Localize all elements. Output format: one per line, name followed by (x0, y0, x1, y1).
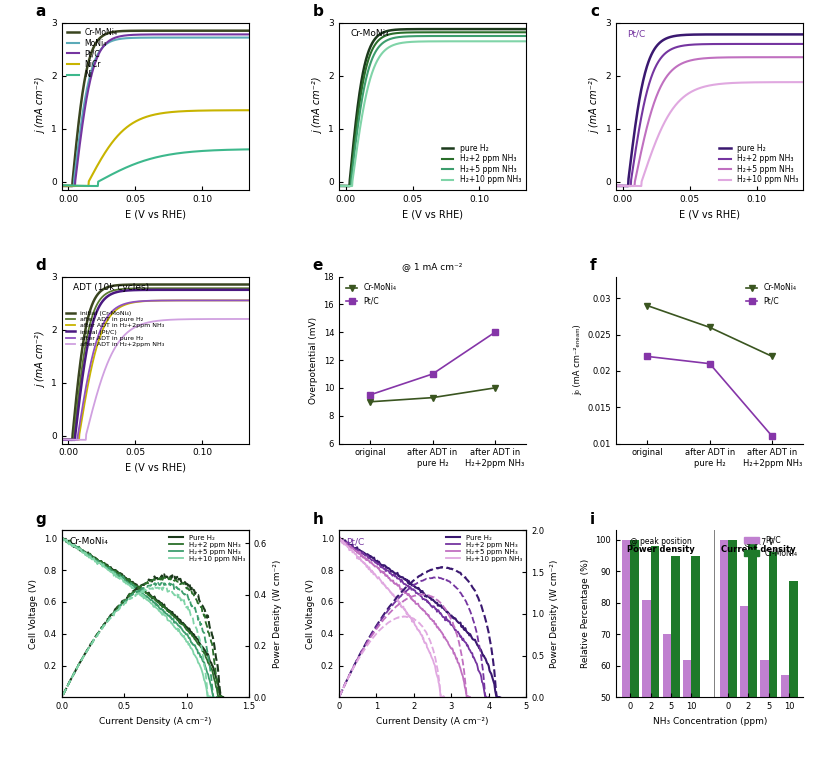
Y-axis label: Overpotential (mV): Overpotential (mV) (309, 317, 318, 403)
Bar (780, 675, 789, 758)
Legend: initial (Cr-MoNi₄), after ADT in pure H₂, after ADT in H₂+2ppm NH₃, initial (Pt/: initial (Cr-MoNi₄), after ADT in pure H₂… (65, 310, 165, 348)
Pt/C (705, 359, 714, 368)
Legend: Cr-MoNi₄, Pt/C: Cr-MoNi₄, Pt/C (743, 280, 799, 309)
Legend: Cr-MoNi₄, MoNi₄, Pt/C, NiCr, Ni: Cr-MoNi₄, MoNi₄, Pt/C, NiCr, Ni (66, 27, 119, 80)
Bar (671, 556, 680, 758)
Text: g: g (35, 512, 46, 527)
Text: Cr-MoNi₄: Cr-MoNi₄ (350, 30, 389, 39)
Text: i: i (590, 512, 595, 527)
Line: Pt/C: Pt/C (367, 329, 499, 398)
X-axis label: E (V vs RHE): E (V vs RHE) (402, 209, 463, 219)
Text: a: a (35, 4, 46, 19)
Line: Cr-MoNi₄: Cr-MoNi₄ (367, 384, 499, 406)
Pt/C (767, 432, 777, 441)
Text: d: d (35, 258, 46, 273)
Y-axis label: j (mA cm⁻²): j (mA cm⁻²) (313, 78, 323, 134)
Bar (683, 659, 691, 758)
X-axis label: E (V vs RHE): E (V vs RHE) (125, 463, 186, 473)
Bar (691, 556, 700, 758)
Y-axis label: j (mA cm⁻²): j (mA cm⁻²) (590, 78, 600, 134)
Bar (662, 634, 671, 758)
Cr-MoNi₄ (705, 323, 714, 332)
Cr-MoNi₄ (428, 393, 438, 402)
Bar (642, 600, 651, 758)
Text: b: b (313, 4, 324, 19)
Legend: Cr-MoNi₄, Pt/C: Cr-MoNi₄, Pt/C (343, 280, 400, 309)
Bar (789, 581, 798, 758)
Y-axis label: Relative Percentage (%): Relative Percentage (%) (581, 559, 590, 669)
Line: Pt/C: Pt/C (644, 353, 775, 440)
Legend: Pt/C, Cr-MoNi₄: Pt/C, Cr-MoNi₄ (742, 534, 799, 559)
Text: Current density: Current density (721, 544, 796, 553)
Y-axis label: j₀ (mA cm⁻²ₑₙₑₐₘ): j₀ (mA cm⁻²ₑₙₑₐₘ) (573, 324, 582, 396)
Y-axis label: j (mA cm⁻²): j (mA cm⁻²) (35, 332, 45, 388)
Bar (769, 553, 777, 758)
Bar (740, 606, 748, 758)
Pt/C (365, 390, 375, 399)
Text: Pt/C: Pt/C (627, 30, 646, 39)
X-axis label: Current Density (A cm⁻²): Current Density (A cm⁻²) (99, 717, 212, 725)
Y-axis label: j (mA cm⁻²): j (mA cm⁻²) (35, 78, 45, 134)
Text: f: f (590, 258, 597, 273)
Bar (761, 659, 769, 758)
Text: Cr-MoNi₄: Cr-MoNi₄ (69, 537, 108, 546)
Legend: pure H₂, H₂+2 ppm NH₃, H₂+5 ppm NH₃, H₂+10 ppm NH₃: pure H₂, H₂+2 ppm NH₃, H₂+5 ppm NH₃, H₂+… (718, 143, 799, 186)
Pt/C (428, 369, 438, 378)
Legend: Pure H₂, H₂+2 ppm NH₃, H₂+5 ppm NH₃, H₂+10 ppm NH₃: Pure H₂, H₂+2 ppm NH₃, H₂+5 ppm NH₃, H₂+… (446, 534, 522, 562)
X-axis label: E (V vs RHE): E (V vs RHE) (125, 209, 186, 219)
Text: ADT (10k cycles): ADT (10k cycles) (73, 283, 149, 293)
Text: @ 1 mA cm⁻²: @ 1 mA cm⁻² (402, 262, 463, 271)
Text: e: e (313, 258, 323, 273)
Bar (622, 540, 630, 758)
Text: @ peak position: @ peak position (630, 537, 692, 546)
Text: Power density: Power density (627, 544, 695, 553)
Bar (651, 546, 659, 758)
Y-axis label: Power Density (W cm⁻²): Power Density (W cm⁻²) (550, 559, 559, 668)
Cr-MoNi₄ (767, 352, 777, 361)
X-axis label: Current Density (A cm⁻²): Current Density (A cm⁻²) (377, 717, 489, 725)
Text: Pt/C: Pt/C (346, 537, 365, 546)
Text: h: h (313, 512, 324, 527)
Cr-MoNi₄ (643, 301, 653, 310)
Bar (630, 540, 639, 758)
Bar (719, 540, 728, 758)
Y-axis label: Cell Voltage (V): Cell Voltage (V) (29, 579, 38, 649)
Y-axis label: Power Density (W cm⁻²): Power Density (W cm⁻²) (273, 559, 282, 668)
Pt/C (643, 352, 653, 361)
Bar (748, 543, 757, 758)
X-axis label: E (V vs RHE): E (V vs RHE) (679, 209, 740, 219)
Text: c: c (590, 4, 599, 19)
X-axis label: NH₃ Concentration (ppm): NH₃ Concentration (ppm) (653, 717, 767, 725)
Pt/C (490, 327, 500, 337)
Legend: Pure H₂, H₂+2 ppm NH₃, H₂+5 ppm NH₃, H₂+10 ppm NH₃: Pure H₂, H₂+2 ppm NH₃, H₂+5 ppm NH₃, H₂+… (169, 534, 246, 562)
Bar (728, 540, 737, 758)
Y-axis label: Cell Voltage (V): Cell Voltage (V) (307, 579, 316, 649)
Cr-MoNi₄ (490, 384, 500, 393)
Text: @ 0.7 V: @ 0.7 V (744, 537, 774, 546)
Line: Cr-MoNi₄: Cr-MoNi₄ (644, 302, 775, 360)
Legend: pure H₂, H₂+2 ppm NH₃, H₂+5 ppm NH₃, H₂+10 ppm NH₃: pure H₂, H₂+2 ppm NH₃, H₂+5 ppm NH₃, H₂+… (440, 143, 522, 186)
Cr-MoNi₄ (365, 397, 375, 406)
